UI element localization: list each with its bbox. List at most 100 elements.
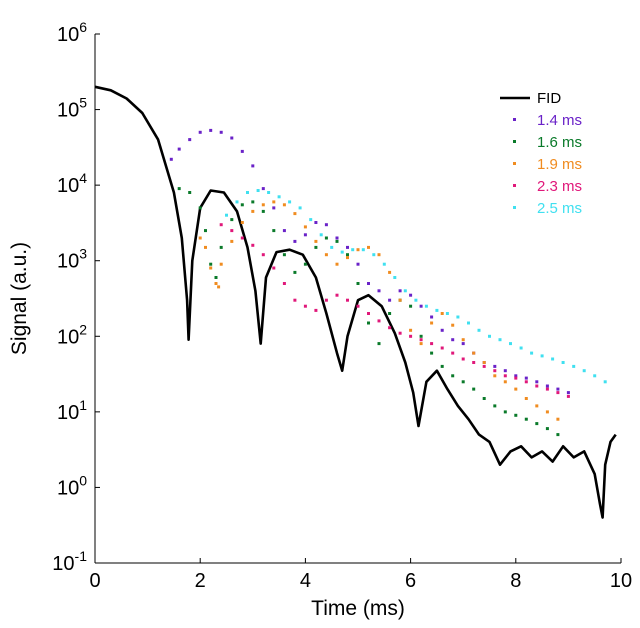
data-point — [556, 387, 560, 391]
legend-label: 1.9 ms — [537, 156, 582, 173]
data-point — [377, 342, 381, 346]
data-point — [303, 233, 307, 237]
data-point — [198, 236, 202, 240]
data-point — [261, 209, 265, 213]
x-tick-label: 6 — [405, 570, 416, 592]
data-point — [230, 239, 234, 243]
legend-swatch — [513, 140, 516, 143]
data-point — [314, 221, 318, 224]
data-point — [251, 200, 255, 204]
data-point — [524, 380, 528, 384]
data-point — [282, 229, 286, 233]
legend-item-1-6-ms: 1.6 ms — [513, 134, 582, 151]
y-tick-label: 102 — [57, 321, 87, 348]
data-point — [293, 239, 297, 243]
data-point — [398, 331, 402, 335]
data-point — [382, 262, 386, 266]
series-2-3-ms — [219, 223, 570, 398]
data-point — [388, 298, 392, 302]
data-point — [246, 191, 249, 194]
data-point — [451, 323, 455, 327]
data-point — [530, 351, 534, 355]
data-point — [545, 427, 549, 431]
data-point — [272, 200, 276, 204]
data-point — [225, 213, 228, 217]
series-1-9-ms — [198, 200, 560, 421]
data-point — [440, 364, 444, 368]
data-point — [430, 342, 434, 346]
data-point — [282, 253, 286, 257]
data-point — [419, 334, 423, 338]
data-point — [545, 410, 549, 414]
data-point — [188, 191, 192, 194]
y-axis-title: Signal (a.u.) — [8, 242, 31, 355]
x-tick-label: 10 — [610, 570, 632, 592]
data-point — [209, 128, 213, 132]
legend-item-2-5-ms: 2.5 ms — [513, 200, 582, 217]
data-point — [535, 422, 539, 426]
y-tick-label: 106 — [57, 19, 87, 46]
y-tick-label: 10-1 — [52, 548, 87, 575]
data-point — [414, 298, 418, 302]
data-point — [367, 321, 370, 325]
data-point — [398, 298, 402, 302]
data-point — [330, 245, 334, 249]
data-point — [409, 304, 413, 308]
data-point — [514, 376, 518, 380]
data-point — [198, 206, 202, 210]
data-point — [388, 326, 392, 330]
data-point — [261, 187, 265, 191]
data-point — [335, 262, 339, 266]
data-point — [335, 239, 339, 243]
data-point — [177, 147, 181, 151]
data-point — [288, 200, 292, 204]
legend-swatch — [513, 118, 516, 121]
data-point — [482, 364, 486, 368]
data-point — [430, 315, 434, 319]
data-point — [303, 225, 307, 229]
data-point — [503, 369, 507, 373]
data-point — [456, 315, 460, 319]
data-point — [566, 394, 570, 398]
data-point — [367, 312, 370, 315]
data-point — [556, 417, 560, 421]
data-point — [472, 361, 476, 364]
data-point — [251, 209, 255, 213]
data-point — [346, 298, 349, 302]
data-point — [440, 312, 444, 315]
data-point — [230, 218, 234, 222]
data-point — [261, 253, 265, 257]
data-point — [298, 206, 302, 210]
data-point — [272, 206, 276, 210]
series-line — [94, 85, 617, 519]
data-point — [440, 328, 444, 332]
data-point — [219, 262, 223, 266]
data-point — [451, 374, 455, 378]
data-point — [535, 404, 539, 408]
data-point — [572, 364, 576, 368]
data-point — [514, 387, 518, 391]
data-point — [335, 236, 339, 240]
data-point — [524, 397, 528, 400]
data-point — [524, 376, 528, 380]
data-point — [240, 236, 244, 240]
data-point — [293, 298, 297, 302]
data-point — [435, 308, 439, 312]
data-point — [398, 289, 402, 293]
data-point — [535, 380, 539, 384]
y-tick-label: 104 — [57, 170, 87, 197]
data-point — [593, 374, 597, 378]
data-point — [482, 361, 486, 364]
data-point — [409, 328, 413, 332]
data-point — [188, 138, 192, 142]
data-point — [356, 248, 360, 252]
data-point — [535, 384, 539, 388]
data-point — [293, 212, 297, 216]
data-point — [509, 342, 512, 346]
data-point — [503, 410, 507, 414]
legend-label: 2.5 ms — [537, 200, 582, 217]
data-point — [545, 387, 549, 391]
data-point — [430, 351, 434, 355]
data-point — [335, 293, 339, 297]
data-point — [324, 223, 328, 227]
